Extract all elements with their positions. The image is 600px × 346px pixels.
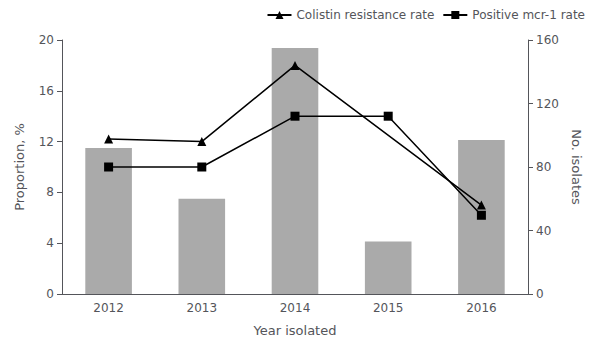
svg-text:2013: 2013 xyxy=(187,301,218,315)
svg-text:16: 16 xyxy=(39,84,54,98)
svg-text:12: 12 xyxy=(39,135,54,149)
svg-text:2012: 2012 xyxy=(93,301,124,315)
svg-text:2015: 2015 xyxy=(373,301,404,315)
svg-text:0: 0 xyxy=(536,287,544,301)
svg-text:Year isolated: Year isolated xyxy=(253,323,337,338)
svg-text:Proportion, %: Proportion, % xyxy=(12,123,27,211)
svg-text:No. isolates: No. isolates xyxy=(569,129,584,205)
svg-text:120: 120 xyxy=(536,97,559,111)
svg-text:160: 160 xyxy=(536,33,559,47)
svg-text:80: 80 xyxy=(536,160,551,174)
svg-text:2016: 2016 xyxy=(466,301,497,315)
svg-text:8: 8 xyxy=(46,185,54,199)
svg-text:4: 4 xyxy=(46,236,54,250)
svg-text:20: 20 xyxy=(39,33,54,47)
svg-text:0: 0 xyxy=(46,287,54,301)
svg-text:Colistin resistance rate: Colistin resistance rate xyxy=(296,8,434,22)
svg-text:40: 40 xyxy=(536,224,551,238)
svg-text:2014: 2014 xyxy=(280,301,311,315)
svg-text:Positive mcr-1 rate: Positive mcr-1 rate xyxy=(472,8,585,22)
